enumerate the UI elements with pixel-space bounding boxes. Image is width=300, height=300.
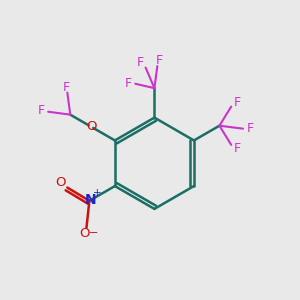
Text: F: F bbox=[234, 142, 241, 155]
Text: N: N bbox=[85, 193, 96, 207]
Text: F: F bbox=[155, 54, 162, 67]
Text: F: F bbox=[37, 104, 44, 117]
Text: F: F bbox=[137, 56, 144, 69]
Text: F: F bbox=[62, 81, 69, 94]
Text: F: F bbox=[247, 122, 254, 135]
Text: −: − bbox=[89, 228, 98, 238]
Text: F: F bbox=[234, 96, 241, 109]
Text: O: O bbox=[80, 227, 90, 240]
Text: O: O bbox=[56, 176, 66, 189]
Text: +: + bbox=[93, 188, 102, 198]
Text: O: O bbox=[86, 120, 97, 133]
Text: F: F bbox=[125, 77, 132, 90]
